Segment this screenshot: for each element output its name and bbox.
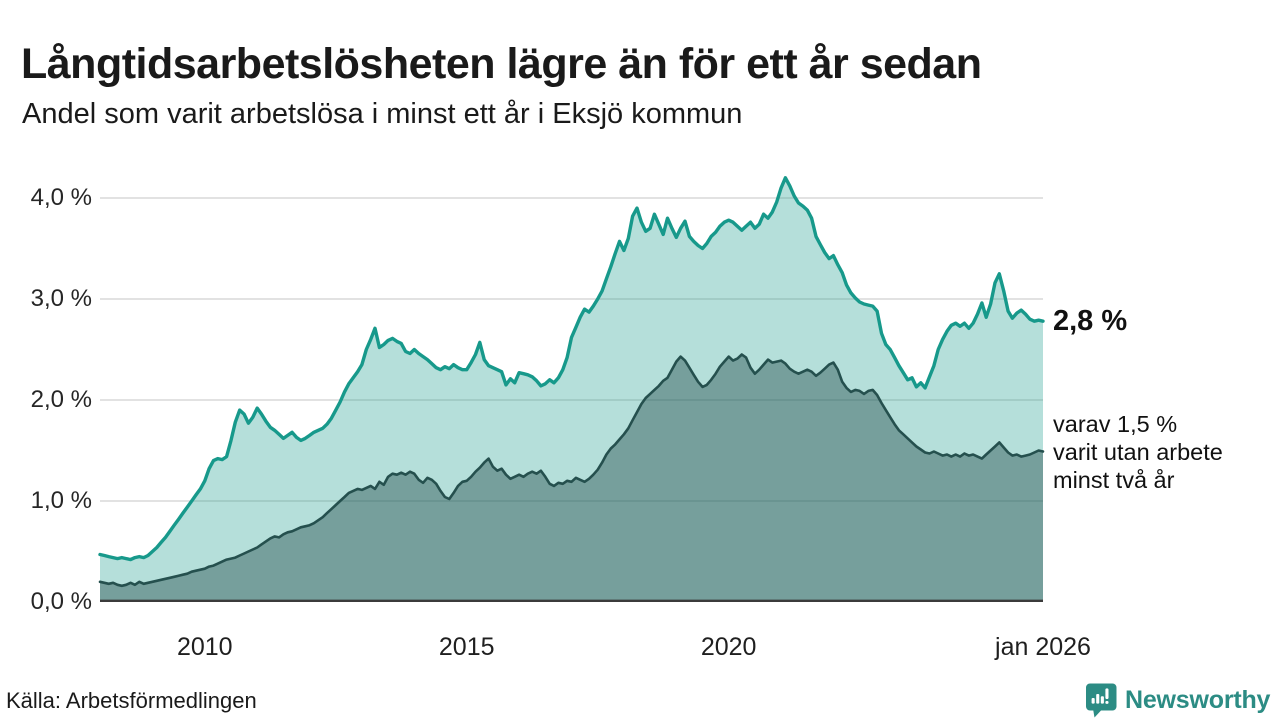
latest-value-annotation: 2,8 %: [1053, 305, 1128, 337]
chart-subtitle: Andel som varit arbetslösa i minst ett å…: [22, 98, 743, 130]
secondary-annotation-line: varav 1,5 %: [1053, 411, 1178, 437]
source-note: Källa: Arbetsförmedlingen: [6, 688, 257, 713]
y-tick-label: 0,0 %: [30, 588, 92, 615]
newsworthy-bubble-icon: [1086, 683, 1117, 718]
secondary-annotation-line: varit utan arbete: [1053, 439, 1223, 465]
x-tick-label: jan 2026: [995, 633, 1091, 661]
newsworthy-logo: Newsworthy: [1085, 683, 1270, 718]
secondary-value-annotation: varav 1,5 % varit utan arbete minst två år: [1053, 410, 1223, 494]
series-area: [100, 177, 1043, 603]
area-chart: [98, 176, 1045, 603]
y-tick-label: 1,0 %: [30, 487, 92, 514]
x-tick-label: 2010: [176, 633, 233, 661]
series-line: [98, 353, 1045, 588]
y-tick-label: 3,0 %: [30, 285, 92, 312]
x-tick-label: 2015: [438, 633, 495, 661]
newsworthy-wordmark: Newsworthy: [1125, 686, 1271, 714]
chart-title: Långtidsarbetslösheten lägre än för ett …: [21, 39, 982, 88]
x-tick-label: 2020: [700, 633, 757, 661]
secondary-annotation-line: minst två år: [1053, 467, 1175, 493]
series-line: [98, 176, 1045, 562]
y-tick-label: 4,0 %: [30, 184, 92, 211]
y-tick-label: 2,0 %: [30, 386, 92, 413]
series-area: [100, 354, 1043, 602]
